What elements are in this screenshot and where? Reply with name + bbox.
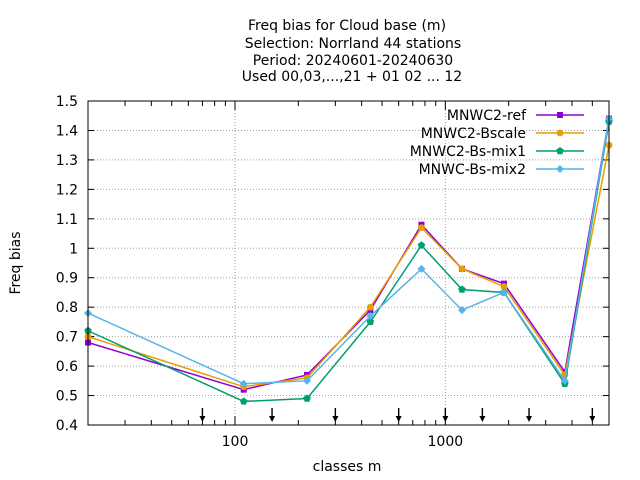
- x-tick-label: 100: [222, 434, 249, 450]
- series-lines: [84, 114, 613, 405]
- data-point: [557, 112, 563, 118]
- chart-title: Freq bias for Cloud base (m) Selection: …: [242, 18, 462, 85]
- class-arrow-head: [442, 416, 449, 422]
- data-point: [417, 241, 426, 249]
- y-tick-label: 0.4: [56, 418, 78, 434]
- data-point: [303, 394, 311, 402]
- axis-ticks: 0.4 0.5 0.6 0.7 0.8 0.9 1 1.1 1.2 1.3 1.4 1.5 100 100…: [56, 94, 610, 450]
- class-arrow-head: [526, 416, 533, 422]
- data-point: [458, 285, 466, 293]
- y-tick-label: 1.5: [56, 94, 78, 110]
- title-line-3: Period: 20240601-20240630: [253, 53, 453, 69]
- plot-frame: [87, 100, 610, 426]
- class-arrow-head: [395, 416, 402, 422]
- series-MNWC2-Bs-mix1: [84, 117, 613, 405]
- data-point: [239, 379, 248, 388]
- x-axis-label: classes m: [313, 459, 382, 475]
- data-point: [366, 303, 374, 311]
- data-point: [499, 288, 508, 297]
- class-arrow-head: [199, 416, 206, 422]
- class-arrow-head: [269, 416, 276, 422]
- legend-label: MNWC2-Bs-mix1: [410, 144, 526, 160]
- y-tick-label: 0.7: [56, 330, 78, 346]
- series-MNWC2-Bscale: [84, 141, 613, 391]
- legend: MNWC2-ref MNWC2-Bscale MNWC2-Bs-mix1 MNWC-B…: [410, 108, 584, 178]
- title-line-2: Selection: Norrland 44 stations: [245, 36, 461, 52]
- y-tick-label: 1: [69, 241, 78, 257]
- y-tick-label: 0.8: [56, 300, 78, 316]
- data-point: [560, 376, 569, 385]
- class-arrow-head: [589, 416, 596, 422]
- class-arrow-head: [332, 416, 339, 422]
- y-tick-label: 1.2: [56, 182, 78, 198]
- data-point: [239, 397, 248, 405]
- data-point: [457, 306, 466, 315]
- y-tick-label: 1.4: [56, 123, 78, 139]
- series-line: [87, 118, 610, 385]
- x-tick-label: 1000: [428, 434, 464, 450]
- title-line-4: Used 00,03,...,21 + 01 02 ... 12: [242, 69, 462, 85]
- y-tick-label: 1.1: [56, 212, 78, 228]
- data-point: [500, 283, 508, 290]
- class-boundary-arrows: [199, 408, 596, 422]
- title-line-1: Freq bias for Cloud base (m): [248, 18, 446, 34]
- data-point: [366, 312, 375, 321]
- data-point: [418, 224, 425, 232]
- data-point: [303, 376, 312, 385]
- data-point: [417, 264, 426, 273]
- grid: [88, 101, 609, 425]
- data-point: [458, 265, 466, 273]
- y-tick-label: 0.9: [56, 271, 78, 287]
- data-point: [556, 165, 564, 173]
- y-tick-label: 1.3: [56, 153, 78, 169]
- y-tick-label: 0.5: [56, 389, 78, 405]
- legend-label: MNWC2-ref: [447, 108, 527, 124]
- data-point: [556, 147, 564, 155]
- y-axis-label: Freq bias: [8, 231, 24, 294]
- data-point: [366, 317, 375, 326]
- legend-label: MNWC-Bs-mix2: [419, 162, 526, 178]
- legend-label: MNWC2-Bscale: [421, 126, 526, 142]
- data-point: [556, 129, 564, 137]
- series-MNWC-Bs-mix2: [84, 114, 613, 388]
- series-MNWC2-ref: [85, 115, 612, 393]
- class-arrow-head: [479, 416, 486, 422]
- y-tick-label: 0.6: [56, 359, 78, 375]
- series-line: [87, 145, 610, 388]
- series-line: [87, 121, 610, 403]
